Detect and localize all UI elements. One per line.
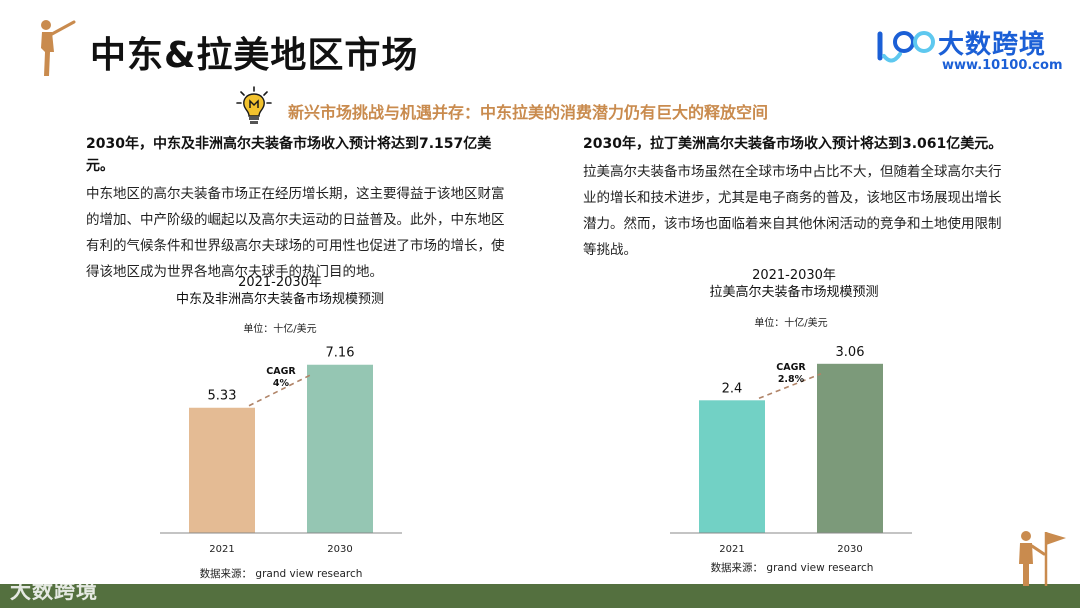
- chart-1-value-label-2021: 5.33: [208, 389, 237, 404]
- footer-bar: [0, 584, 1080, 608]
- left-column-body: 中东地区的高尔夫装备市场正在经历增长期，这主要得益于该地区财富的增加、中产阶级的…: [86, 186, 505, 280]
- chart-2-x-tick-2030: 2030: [837, 544, 862, 555]
- chart-1-cagr-value: 4%: [273, 378, 290, 389]
- chart-2-cagr-value: 2.8%: [778, 374, 805, 385]
- chart-1-subtitle: 中东及非洲高尔夫装备市场规模预测: [175, 292, 384, 307]
- chart-2-x-tick-2021: 2021: [719, 544, 744, 555]
- left-column: 2030年，中东及非洲高尔夫装备市场收入预计将达到7.157亿美元。 中东地区的…: [86, 133, 516, 285]
- chart-2-value-label-2021: 2.4: [722, 381, 743, 396]
- chart-1-value-label-2030: 7.16: [326, 346, 355, 361]
- footer-watermark-logo: 大数跨境: [10, 579, 98, 603]
- chart-1-title-block: 2021-2030年 中东及非洲高尔夫装备市场规模预测: [130, 274, 430, 308]
- chart-2-title-block: 2021-2030年 拉美高尔夫装备市场规模预测: [644, 267, 944, 301]
- chart-1-title: 2021-2030年: [238, 275, 322, 290]
- chart-2-subtitle: 拉美高尔夫装备市场规模预测: [709, 285, 879, 300]
- chart-1-x-tick-2030: 2030: [327, 544, 352, 555]
- lightbulb-icon: [236, 86, 272, 124]
- right-column: 2030年，拉丁美洲高尔夫装备市场收入预计将达到3.061亿美元。 拉美高尔夫装…: [583, 133, 1013, 263]
- golfer-icon: [41, 20, 76, 76]
- headline: 新兴市场挑战与机遇并存：中东拉美的消费潜力仍有巨大的释放空间: [288, 103, 769, 122]
- chart-2-bar-2030: [817, 363, 883, 533]
- chart-1-bar-2021: [189, 407, 255, 533]
- golfer-flag-icon: [1019, 531, 1066, 586]
- brand-logo: 大数跨境 www.10100.com: [874, 22, 1063, 76]
- chart-2-value-label-2030: 3.06: [836, 345, 865, 360]
- chart-1-bar-2030: [307, 364, 373, 533]
- chart-2-title: 2021-2030年: [752, 268, 836, 283]
- chart-2-source: 数据来源： grand view research: [710, 562, 874, 574]
- brand-name: 大数跨境: [938, 30, 1047, 60]
- chart-1-x-tick-2021: 2021: [209, 544, 234, 555]
- right-column-heading: 2030年，拉丁美洲高尔夫装备市场收入预计将达到3.061亿美元。: [583, 136, 1003, 152]
- right-column-body: 拉美高尔夫装备市场虽然在全球市场中占比不大，但随着全球高尔夫行业的增长和技术进步…: [583, 164, 1002, 258]
- chart-2-bar-2021: [699, 400, 765, 533]
- chart-1-source: 数据来源： grand view research: [199, 568, 363, 580]
- chart-1-cagr-label: CAGR: [266, 366, 296, 377]
- chart-1-cagr-line: [248, 374, 312, 407]
- brand-mark-icon: [877, 31, 935, 63]
- brand-url[interactable]: www.10100.com: [942, 58, 1063, 73]
- chart-1-unit: 单位：十亿/美元: [243, 324, 317, 335]
- page-title: 中东&拉美地区市场: [90, 35, 419, 76]
- chart-2-unit: 单位：十亿/美元: [754, 318, 828, 329]
- chart-2-cagr-label: CAGR: [776, 362, 806, 373]
- chart-2-cagr-line: [758, 373, 822, 400]
- left-column-heading: 2030年，中东及非洲高尔夫装备市场收入预计将达到7.157亿美元。: [86, 136, 492, 174]
